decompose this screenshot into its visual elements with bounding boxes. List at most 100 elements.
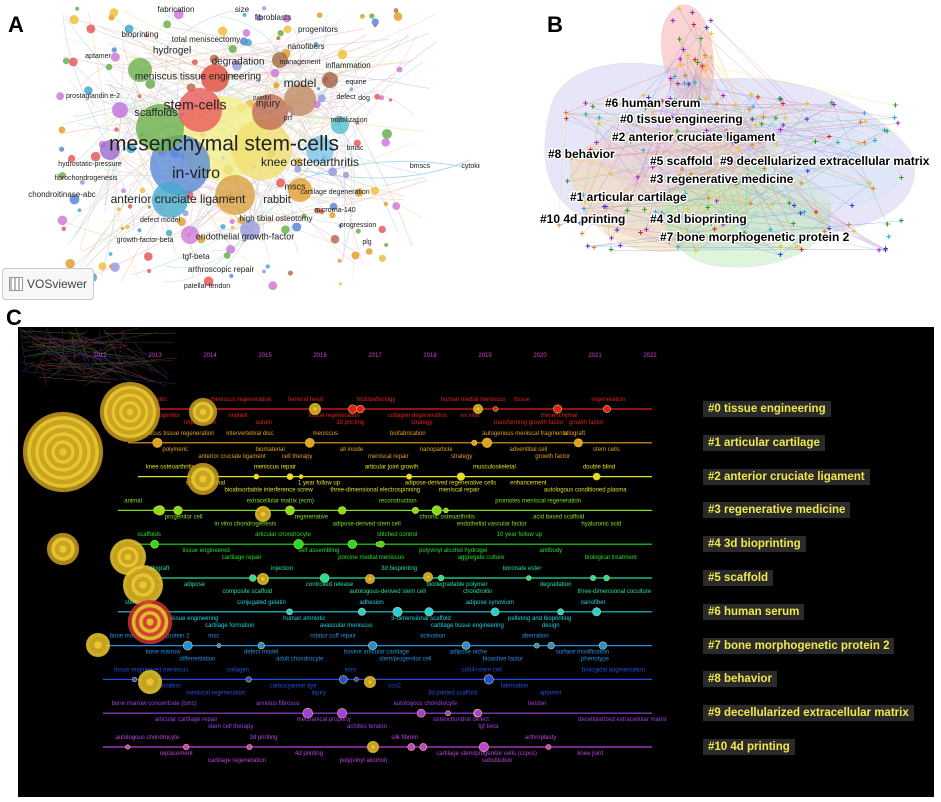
timeline-term-label: human medial meniscus (441, 397, 506, 403)
timeline-corner-edge (66, 375, 118, 381)
cluster-node-marker: + (709, 52, 714, 62)
cluster-node-marker: + (596, 119, 601, 129)
cluster-node-marker: + (583, 98, 588, 108)
cluster-node-marker: + (705, 203, 710, 213)
timeline-term-label: aberration (522, 634, 549, 640)
timeline-term-label: hyaluronic acid (581, 521, 621, 527)
timeline-citation-burst (261, 577, 265, 581)
cluster-node-marker: + (770, 200, 775, 210)
network-node (230, 219, 235, 224)
timeline-citation-burst (476, 407, 479, 410)
network-node (231, 226, 235, 230)
timeline-node (287, 474, 293, 480)
timeline-year-label: 2020 (533, 353, 547, 359)
timeline-term-label: collagen degeneration (388, 413, 447, 419)
timeline-node (475, 710, 482, 717)
timeline-term-label: strategy (451, 454, 472, 460)
cluster-node-marker: + (777, 93, 782, 103)
timeline-term-label: mesenchymal (541, 413, 578, 419)
timeline-node (368, 641, 376, 649)
network-term-label: defect (336, 94, 355, 101)
network-node (111, 53, 120, 62)
timeline-term-label: adipose synovium (466, 600, 514, 606)
network-term-label: fabrication (158, 5, 195, 14)
timeline-term-label: aggregate culture (458, 555, 505, 561)
timeline-term-label: musculoskeletal (473, 465, 516, 471)
network-hub-node (112, 102, 128, 118)
timeline-term-label: tissue (514, 397, 530, 403)
cluster-node-marker: + (625, 205, 630, 215)
timeline-citation-burst (199, 475, 207, 483)
network-node (144, 252, 153, 261)
timeline-term-label: autum (255, 420, 272, 426)
cluster-node-marker: + (799, 178, 804, 188)
cluster-node-marker: + (703, 65, 708, 75)
network-term-label: meniscus tissue engineering (135, 72, 261, 83)
timeline-term-label: 10 year follow up (497, 532, 543, 538)
timeline-term-label: meniscal repair (439, 488, 480, 494)
network-node (65, 259, 74, 268)
cluster-node-marker: + (644, 225, 649, 235)
network-node (384, 202, 388, 206)
timeline-term-label: chondroitin (463, 589, 492, 595)
network-node (243, 29, 251, 37)
timeline-term-label: autologous-derived stem cell (350, 589, 426, 595)
timeline-term-label: stem/progenitor cell (379, 657, 431, 663)
timeline-node (249, 575, 256, 582)
timeline-term-label: conjugated gelatin (237, 600, 286, 606)
cluster-node-marker: + (750, 114, 755, 124)
timeline-term-label: growth factor (569, 420, 604, 426)
cluster-node-marker: + (804, 114, 809, 124)
timeline-term-label: poly(vinyl alcohol) (340, 758, 388, 764)
network-term-label: microrna-140 (314, 207, 355, 214)
timeline-term-label: articular cartilage repair (155, 717, 218, 723)
cluster-node-marker: + (678, 54, 683, 64)
timeline-term-label: promotes meniscal regeneration (495, 498, 581, 504)
network-node (262, 6, 266, 10)
timeline-corner-edge (125, 339, 128, 341)
network-node (273, 82, 279, 88)
timeline-term-label: bone marrow (146, 650, 182, 656)
network-node (69, 58, 78, 67)
timeline-term-label: replacement (160, 751, 193, 757)
timeline-term-label: adventitial cell (510, 447, 548, 453)
timeline-corner-edge (24, 336, 109, 352)
network-node (75, 7, 79, 11)
network-term-label: anterior cruciate ligament (111, 192, 246, 206)
cluster-label: #1 articular cartilage (570, 190, 687, 204)
cluster-node-marker: + (721, 91, 726, 101)
cluster-node-marker: + (714, 196, 719, 206)
cluster-node-marker: + (899, 172, 904, 182)
network-node (109, 264, 112, 267)
timeline-node (412, 507, 419, 514)
timeline-term-label: rotator cuff repair (310, 634, 356, 640)
timeline-node (420, 743, 427, 750)
timeline-term-label: acid based scaffold (533, 514, 584, 520)
cluster-node-marker: + (615, 225, 620, 235)
network-node (389, 98, 392, 101)
cluster-node-marker: + (885, 219, 890, 229)
timeline-node (534, 643, 539, 648)
network-node (147, 269, 151, 273)
timeline-term-label: in vitro chondrogenesis (215, 521, 277, 527)
timeline-node (247, 744, 252, 749)
network-term-label: degradation (212, 57, 265, 68)
timeline-term-label: arthroplasty (525, 735, 556, 741)
timeline-year-label: 2017 (368, 353, 382, 359)
network-term-label: inflammation (325, 61, 370, 70)
network-node (69, 15, 78, 24)
timeline-cluster-label: #2 anterior cruciate ligament (703, 469, 870, 485)
cluster-node-marker: + (690, 8, 695, 18)
timeline-node (425, 608, 434, 617)
timeline-year-label: 2016 (313, 353, 327, 359)
network-node (381, 138, 390, 147)
network-node (266, 264, 270, 268)
timeline-term-label: tissue engineering (170, 616, 219, 622)
timeline-term-label: 3d bioprinting (381, 566, 417, 572)
timeline-term-label: femoral head (288, 397, 323, 403)
network-term-label: fibroblasts (255, 13, 291, 22)
timeline-term-label: ecm (345, 667, 356, 673)
timeline-corner-edge (109, 344, 167, 377)
